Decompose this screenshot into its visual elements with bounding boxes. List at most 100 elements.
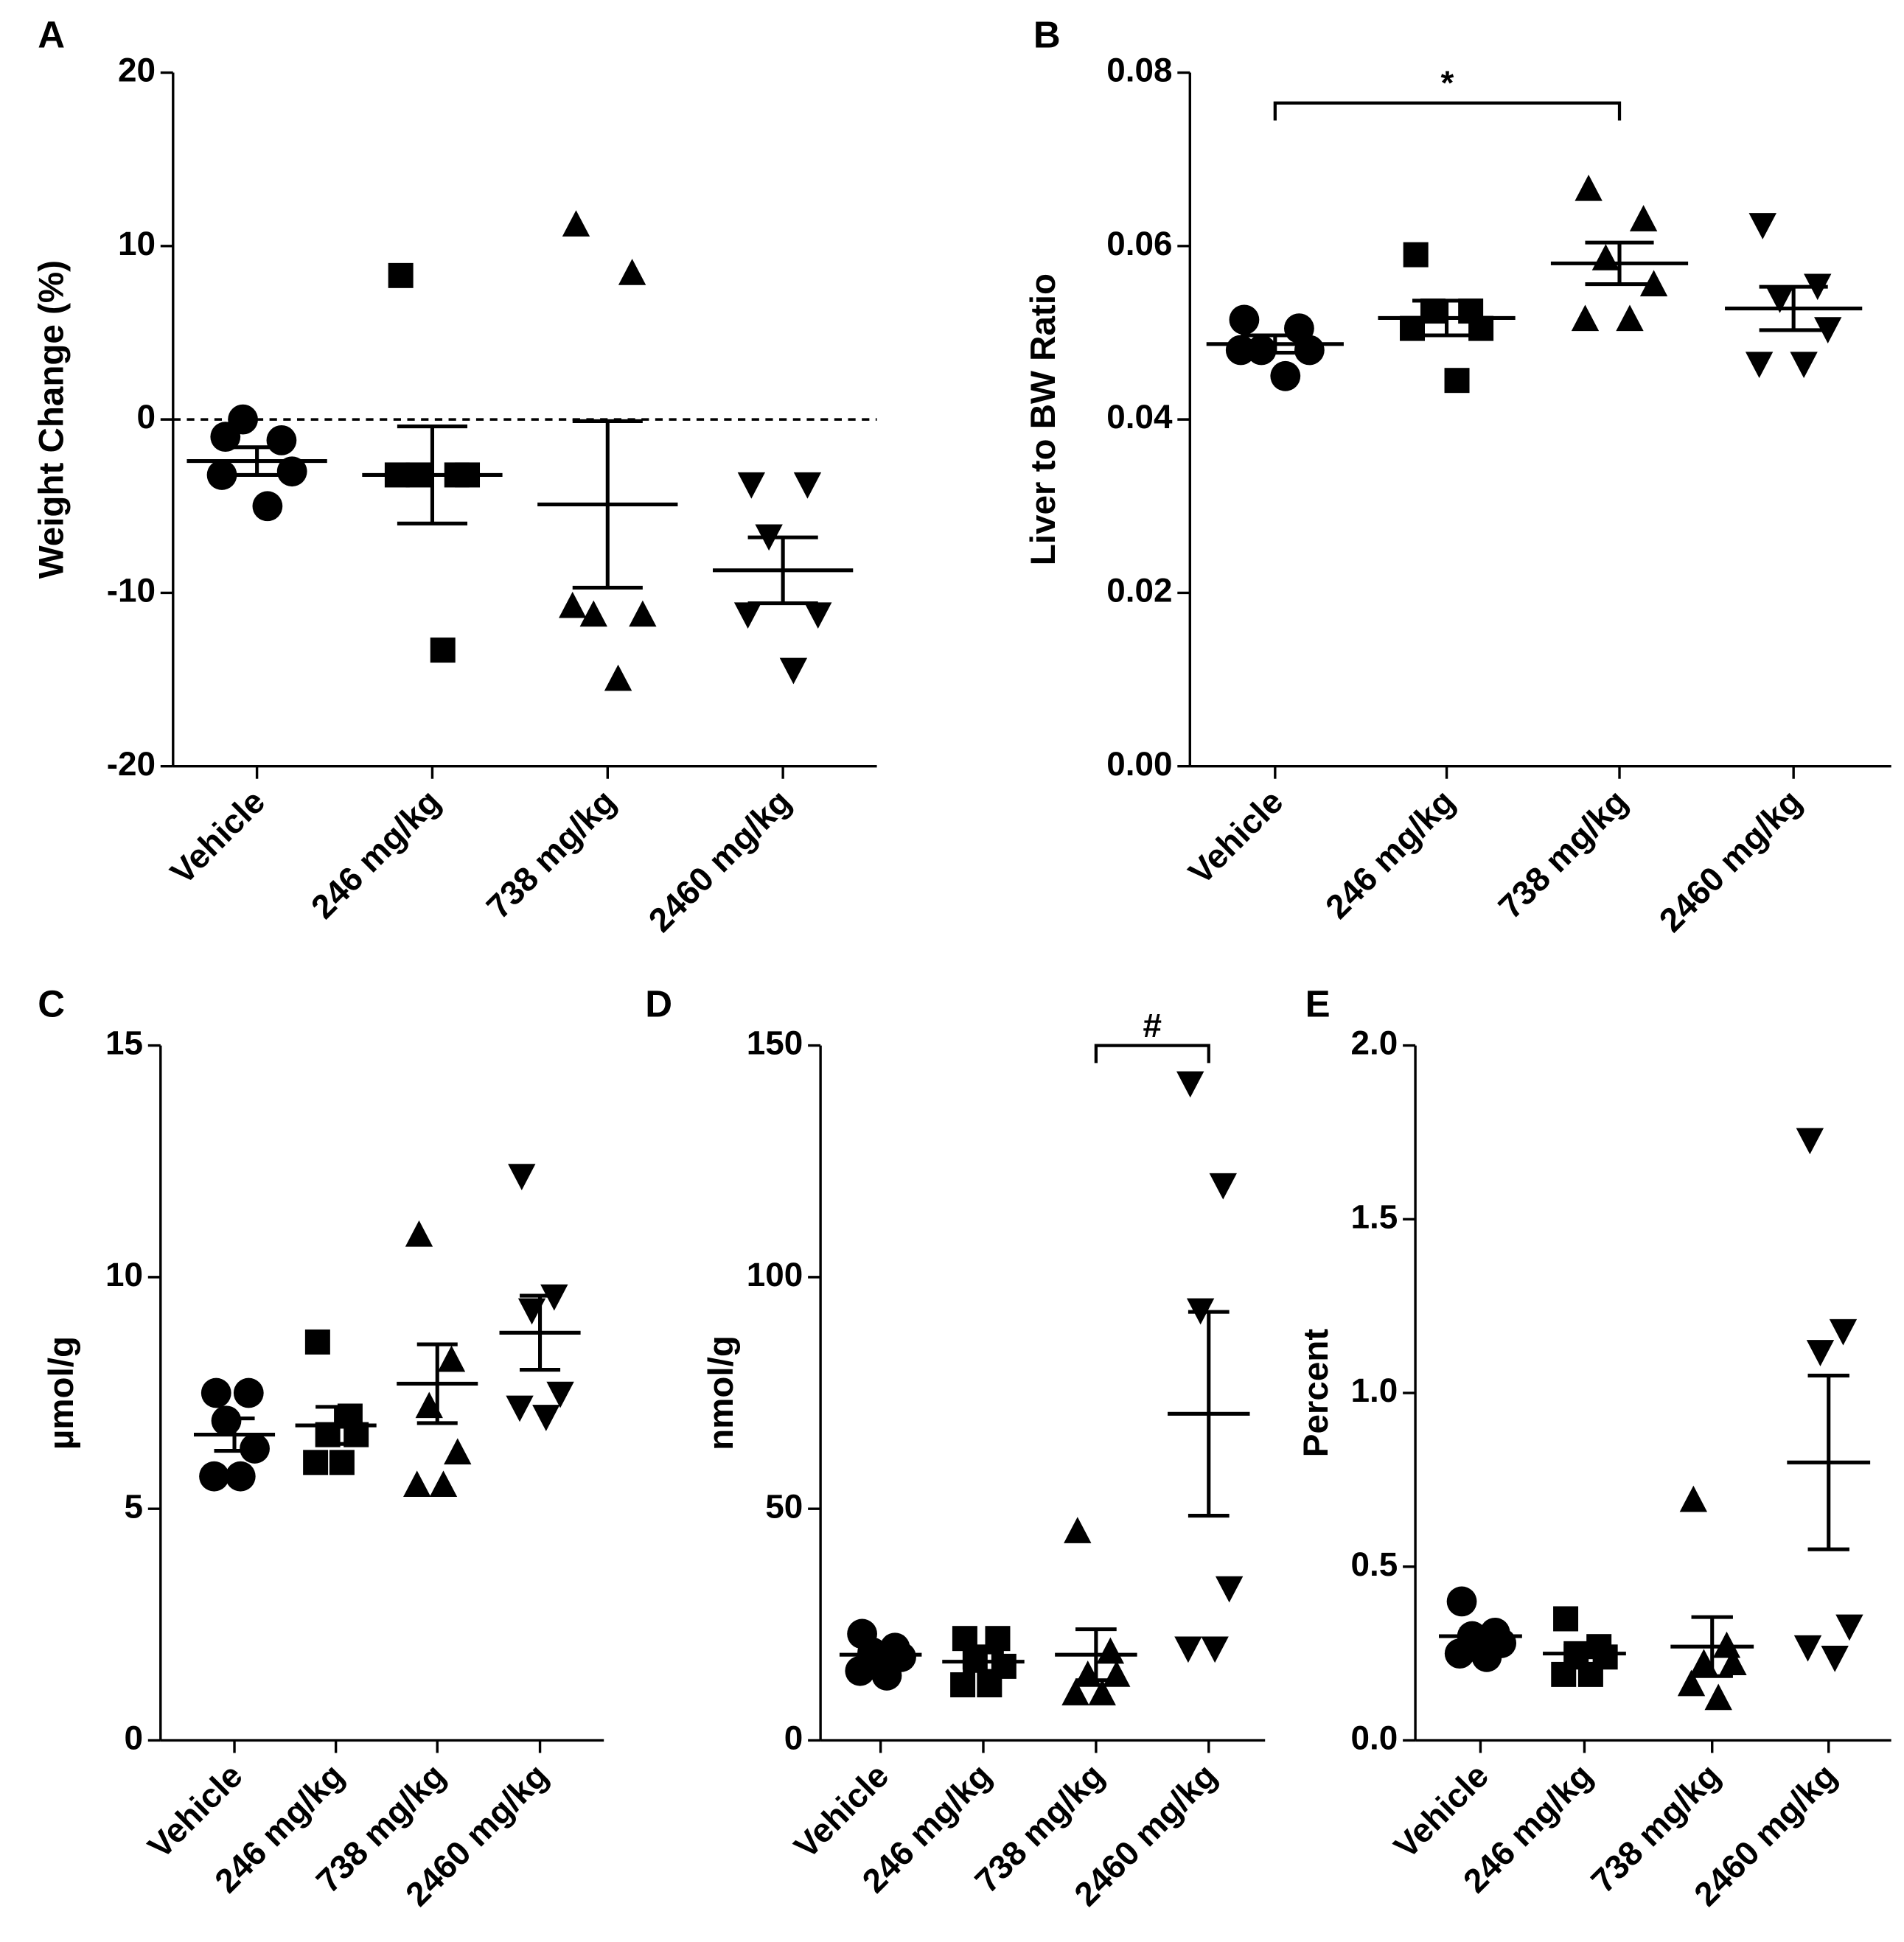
point bbox=[252, 491, 283, 522]
point bbox=[228, 404, 258, 435]
point bbox=[1719, 1649, 1747, 1676]
point bbox=[779, 657, 808, 685]
point bbox=[629, 600, 657, 627]
x-tick-label: 246 mg/kg bbox=[304, 782, 447, 926]
point bbox=[405, 1220, 433, 1247]
point bbox=[1551, 1661, 1577, 1687]
y-axis-label: Liver to BW Ratio bbox=[1024, 273, 1063, 565]
point bbox=[950, 1672, 976, 1698]
point bbox=[1088, 1679, 1116, 1705]
y-tick-label: -10 bbox=[107, 571, 156, 610]
point bbox=[429, 1470, 458, 1498]
point bbox=[240, 1433, 270, 1464]
y-tick-label: 20 bbox=[118, 51, 156, 89]
point bbox=[200, 1377, 231, 1408]
y-tick-label: 5 bbox=[124, 1487, 143, 1525]
point bbox=[1176, 1071, 1204, 1098]
point bbox=[1201, 1636, 1229, 1663]
x-tick-label: 738 mg/kg bbox=[479, 782, 623, 926]
point bbox=[604, 664, 632, 691]
point bbox=[1446, 1586, 1477, 1617]
point bbox=[403, 1470, 431, 1498]
point bbox=[559, 591, 587, 618]
point bbox=[804, 602, 832, 629]
y-tick-label: 50 bbox=[765, 1487, 803, 1525]
point bbox=[388, 262, 414, 288]
point bbox=[562, 210, 590, 237]
point bbox=[444, 1438, 472, 1465]
x-tick-label: 246 mg/kg bbox=[1318, 782, 1462, 926]
y-axis-label: nmol/g bbox=[702, 1335, 741, 1450]
y-tick-label: 1.0 bbox=[1351, 1371, 1398, 1409]
point bbox=[1103, 1660, 1131, 1687]
point bbox=[1629, 205, 1658, 231]
point bbox=[1575, 174, 1603, 201]
point bbox=[1790, 352, 1818, 379]
point bbox=[546, 1381, 574, 1408]
point bbox=[1745, 352, 1774, 379]
point bbox=[233, 1377, 264, 1408]
x-tick-label: 2460 mg/kg bbox=[1651, 782, 1808, 939]
point bbox=[733, 602, 762, 629]
point bbox=[977, 1672, 1002, 1698]
y-tick-label: 0.08 bbox=[1106, 51, 1172, 89]
point bbox=[1577, 1661, 1603, 1687]
point bbox=[1174, 1636, 1202, 1663]
y-tick-label: 15 bbox=[105, 1024, 143, 1062]
panel-label: A bbox=[38, 14, 65, 56]
point bbox=[506, 1395, 534, 1422]
y-axis-label: Weight Change (%) bbox=[32, 260, 71, 579]
point bbox=[1215, 1576, 1244, 1603]
point bbox=[1704, 1683, 1732, 1711]
panel-label: C bbox=[38, 983, 65, 1025]
point bbox=[793, 472, 822, 499]
point bbox=[430, 638, 456, 663]
point bbox=[1225, 335, 1256, 366]
point bbox=[304, 1329, 330, 1355]
point bbox=[1571, 304, 1600, 332]
point bbox=[1444, 368, 1470, 394]
y-tick-label: 10 bbox=[105, 1255, 143, 1293]
point bbox=[1679, 1485, 1708, 1512]
y-tick-label: 0.02 bbox=[1106, 571, 1172, 610]
point bbox=[1061, 1679, 1089, 1705]
point bbox=[1748, 213, 1776, 240]
point bbox=[329, 1450, 355, 1475]
point bbox=[1591, 244, 1620, 270]
point bbox=[508, 1164, 536, 1190]
point bbox=[1616, 304, 1644, 332]
point bbox=[579, 600, 607, 627]
point bbox=[1064, 1517, 1092, 1543]
point bbox=[1829, 1318, 1858, 1346]
point bbox=[303, 1450, 329, 1475]
point bbox=[211, 1405, 242, 1436]
y-tick-label: 10 bbox=[118, 224, 156, 262]
significance-bracket bbox=[1273, 101, 1622, 121]
point bbox=[871, 1660, 902, 1691]
x-tick-label: 2460 mg/kg bbox=[641, 782, 798, 939]
point bbox=[845, 1655, 876, 1686]
point bbox=[1835, 1614, 1863, 1641]
point bbox=[532, 1405, 560, 1431]
point bbox=[1096, 1637, 1125, 1664]
x-tick-label: 738 mg/kg bbox=[1490, 782, 1634, 926]
point bbox=[1796, 1128, 1824, 1155]
y-tick-label: 0.5 bbox=[1351, 1545, 1398, 1583]
point bbox=[1793, 1635, 1822, 1662]
point bbox=[1270, 360, 1301, 391]
point bbox=[1553, 1606, 1579, 1632]
point bbox=[1639, 270, 1668, 297]
point bbox=[737, 472, 766, 499]
y-axis-label: µmol/g bbox=[42, 1336, 81, 1450]
point bbox=[1677, 1669, 1706, 1697]
y-tick-label: 0 bbox=[136, 397, 156, 436]
y-tick-label: 0.04 bbox=[1106, 397, 1173, 436]
point bbox=[276, 456, 307, 487]
y-tick-label: 150 bbox=[747, 1024, 803, 1062]
y-tick-label: 0 bbox=[124, 1719, 143, 1757]
significance-label: # bbox=[1143, 1006, 1162, 1044]
x-tick-label: Vehicle bbox=[163, 782, 273, 892]
y-tick-label: 0.00 bbox=[1106, 744, 1172, 783]
significance-label: * bbox=[1440, 63, 1454, 102]
